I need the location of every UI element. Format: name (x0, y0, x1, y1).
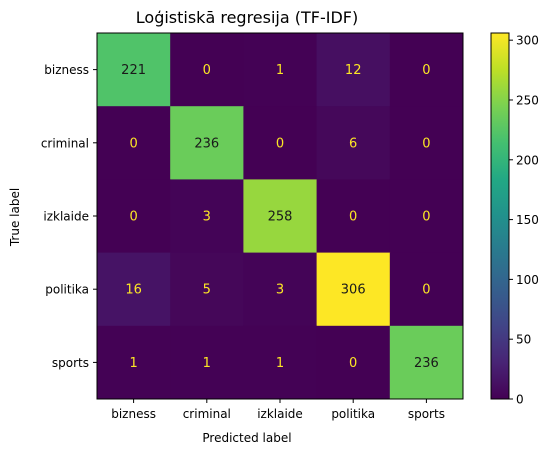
x-tick-label: sports (408, 407, 445, 421)
colorbar-tick-label: 250 (516, 93, 539, 107)
cell-value-label: 5 (203, 283, 211, 298)
cell-value-label: 0 (422, 63, 430, 78)
cell-value-label: 1 (276, 63, 284, 78)
heatmap-cell (170, 252, 244, 327)
cell-value-label: 3 (203, 210, 211, 225)
heatmap-cell (316, 106, 391, 180)
y-tick-label: izklaide (43, 210, 89, 224)
y-tick-label: sports (52, 356, 89, 370)
cell-value-label: 1 (129, 356, 137, 371)
chart-title: Loģistiskā regresija (TF-IDF) (136, 8, 358, 27)
heatmap-cell (316, 325, 391, 400)
heatmap-cell (97, 325, 171, 400)
heatmap-cell (97, 179, 171, 254)
cell-value-label: 0 (276, 136, 284, 151)
cell-value-label: 0 (422, 283, 430, 298)
x-axis-label: Predicted label (202, 431, 291, 445)
cell-value-label: 1 (203, 356, 211, 371)
colorbar: 0 50 100 150 200 250 300 (490, 32, 539, 407)
cell-value-label: 221 (121, 63, 146, 78)
cell-value-label: 236 (414, 356, 439, 371)
heatmap-cell (170, 106, 244, 180)
x-tick-label: politika (331, 407, 375, 421)
heatmap-cell (389, 325, 464, 400)
heatmap-cells (97, 33, 464, 400)
colorbar-gradient (490, 32, 510, 400)
cell-value-label: 3 (276, 283, 284, 298)
cell-value-label: 0 (129, 210, 137, 225)
heatmap-cell (97, 106, 171, 180)
heatmap-cell-labels: 221 0 1 12 0 0 236 0 6 0 0 3 258 0 0 16 5 3 306 0 1 1 1 0 236 (121, 63, 439, 371)
cell-value-label: 0 (349, 356, 357, 371)
heatmap-cell (97, 33, 171, 107)
heatmap-cell (243, 325, 318, 400)
cell-value-label: 12 (345, 63, 362, 78)
colorbar-tick-label: 300 (516, 34, 539, 48)
heatmap-cell (389, 106, 464, 180)
cell-value-label: 306 (341, 283, 366, 298)
heatmap-cell (170, 179, 244, 254)
y-tick-label: criminal (41, 136, 89, 150)
colorbar-tick-label: 50 (516, 333, 531, 347)
cell-value-label: 236 (194, 136, 219, 151)
heatmap-cell (243, 179, 318, 254)
x-tick-label: criminal (183, 407, 231, 421)
heatmap-cell (389, 179, 464, 254)
x-tick-label: bizness (111, 407, 156, 421)
heatmap-cell (389, 33, 464, 107)
colorbar-tick-label: 100 (516, 273, 539, 287)
heatmap-cell (243, 33, 318, 107)
cell-value-label: 0 (129, 136, 137, 151)
y-axis-label: True label (8, 188, 22, 247)
y-tick-label: politika (45, 283, 89, 297)
heatmap-cell (389, 252, 464, 327)
heatmap-cell (170, 325, 244, 400)
colorbar-tick-label: 200 (516, 153, 539, 167)
cell-value-label: 0 (422, 136, 430, 151)
heatmap-cell (170, 33, 244, 107)
heatmap-cell (316, 179, 391, 254)
cell-value-label: 16 (125, 283, 142, 298)
heatmap-cell (243, 252, 318, 327)
cell-value-label: 0 (203, 63, 211, 78)
heatmap-cell (316, 33, 391, 107)
x-tick-label: izklaide (257, 407, 303, 421)
cell-value-label: 6 (349, 136, 357, 151)
cell-value-label: 0 (349, 210, 357, 225)
colorbar-tick-label: 150 (516, 213, 539, 227)
cell-value-label: 1 (276, 356, 284, 371)
cell-value-label: 0 (422, 210, 430, 225)
cell-value-label: 258 (268, 210, 293, 225)
y-tick-label: bizness (44, 63, 89, 77)
heatmap-cell (316, 252, 391, 327)
heatmap-cell (97, 252, 171, 327)
heatmap-cell (243, 106, 318, 180)
axes: bizness criminal izklaide politika sports biz… (41, 32, 464, 421)
colorbar-tick-label: 0 (516, 393, 524, 407)
